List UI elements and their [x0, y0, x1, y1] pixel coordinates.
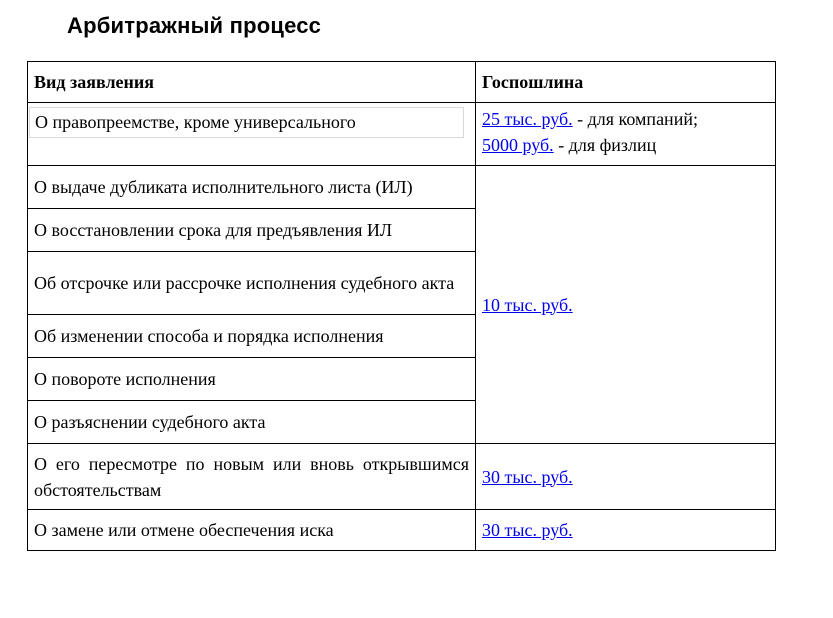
column-header-application-type: Вид заявления	[27, 61, 476, 103]
cell-fee: 25 тыс. руб. - для компаний; 5000 руб. -…	[475, 102, 776, 166]
court-fees-table: Вид заявления Госпошлина О правопреемств…	[27, 61, 776, 551]
cell-application-type: О его пересмотре по новым или вновь откр…	[27, 443, 476, 510]
cell-application-type: О повороте исполнения	[27, 357, 476, 401]
table-row-replace-security: О замене или отмене обеспечения иска 30 …	[27, 509, 776, 551]
fee-amount-link[interactable]: 10 тыс. руб.	[482, 294, 573, 315]
application-type-label: О восстановлении срока для предъявления …	[34, 220, 393, 240]
table-header-row: Вид заявления Госпошлина	[27, 61, 776, 103]
fee-amount-link[interactable]: 30 тыс. руб.	[482, 520, 573, 540]
table-row-reversal: О повороте исполнения	[27, 357, 776, 401]
application-type-label: О выдаче дубликата исполнительного листа…	[34, 177, 413, 197]
cell-application-type: Об изменении способа и порядка исполнени…	[27, 314, 476, 358]
fee-note: - для физлиц	[553, 135, 657, 155]
fee-amount-link[interactable]: 30 тыс. руб.	[482, 466, 573, 487]
table-row-restore-term: О восстановлении срока для предъявления …	[27, 208, 776, 252]
cell-fee: 30 тыс. руб.	[475, 509, 776, 551]
fee-line-companies: 25 тыс. руб. - для компаний;	[482, 106, 769, 132]
fee-amount-link[interactable]: 25 тыс. руб.	[482, 109, 573, 129]
cell-application-type: О правопреемстве, кроме универсального	[27, 102, 476, 166]
cell-fee: 30 тыс. руб.	[475, 443, 776, 510]
application-type-label: О повороте исполнения	[34, 369, 216, 389]
application-type-label: Об отсрочке или рассрочке исполнения суд…	[34, 273, 455, 293]
cell-application-type: О выдаче дубликата исполнительного листа…	[27, 165, 476, 209]
application-type-label: О замене или отмене обеспечения иска	[34, 520, 334, 540]
cell-application-type: О разъяснении судебного акта	[27, 400, 476, 444]
application-type-label: О его пересмотре по новым или вновь откр…	[34, 453, 469, 500]
cell-application-type: О восстановлении срока для предъявления …	[27, 208, 476, 252]
table-row-duplicate-writ: О выдаче дубликата исполнительного листа…	[27, 165, 776, 444]
application-type-label: О правопреемстве, кроме универсального	[35, 112, 356, 132]
application-type-label: О разъяснении судебного акта	[34, 412, 266, 432]
cell-application-type: О замене или отмене обеспечения иска	[27, 509, 476, 551]
column-header-fee: Госпошлина	[475, 61, 776, 103]
table-row-deferral: Об отсрочке или рассрочке исполнения суд…	[27, 251, 776, 315]
highlighted-text-box: О правопреемстве, кроме универсального	[29, 107, 464, 138]
table-row-succession: О правопреемстве, кроме универсального 2…	[27, 102, 776, 166]
fee-amount-link[interactable]: 5000 руб.	[482, 135, 554, 155]
table-row-review-new-circumstances: О его пересмотре по новым или вновь откр…	[27, 443, 776, 510]
cell-fee-merged: 10 тыс. руб.	[475, 165, 776, 444]
page-title: Арбитражный процесс	[67, 13, 322, 38]
fee-note: - для компаний;	[572, 109, 698, 129]
table-row-clarification: О разъяснении судебного акта	[27, 400, 776, 444]
fee-line-individuals: 5000 руб. - для физлиц	[482, 132, 769, 158]
application-type-label: Об изменении способа и порядка исполнени…	[34, 326, 384, 346]
cell-application-type: Об отсрочке или рассрочке исполнения суд…	[27, 251, 476, 315]
